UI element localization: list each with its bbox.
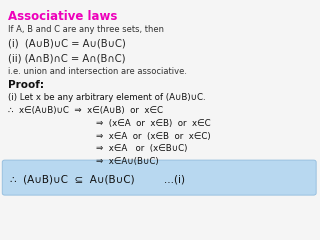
Text: i.e. union and intersection are associative.: i.e. union and intersection are associat…: [8, 67, 187, 76]
Text: ⇒  (x∈A  or  x∈B)  or  x∈C: ⇒ (x∈A or x∈B) or x∈C: [96, 119, 211, 128]
Text: ⇒  x∈A  or  (x∈B  or  x∈C): ⇒ x∈A or (x∈B or x∈C): [96, 132, 211, 140]
Text: (ii) (A∩B)∩C = A∩(B∩C): (ii) (A∩B)∩C = A∩(B∩C): [8, 53, 125, 63]
Text: If A, B and C are any three sets, then: If A, B and C are any three sets, then: [8, 25, 164, 34]
Text: ⇒  x∈A∪(B∪C): ⇒ x∈A∪(B∪C): [96, 157, 159, 166]
Text: Associative laws: Associative laws: [8, 10, 117, 23]
Text: (i) Let x be any arbitrary element of (A∪B)∪C.: (i) Let x be any arbitrary element of (A…: [8, 93, 206, 102]
Text: ⇒  x∈A   or  (x∈B∪C): ⇒ x∈A or (x∈B∪C): [96, 144, 188, 153]
Text: ∴  (A∪B)∪C  ⊆  A∪(B∪C)         ...(i): ∴ (A∪B)∪C ⊆ A∪(B∪C) ...(i): [10, 175, 185, 185]
Text: (i)  (A∪B)∪C = A∪(B∪C): (i) (A∪B)∪C = A∪(B∪C): [8, 39, 126, 49]
FancyBboxPatch shape: [2, 160, 316, 195]
Text: Proof:: Proof:: [8, 80, 44, 90]
Text: ∴  x∈(A∪B)∪C  ⇒  x∈(A∪B)  or  x∈C: ∴ x∈(A∪B)∪C ⇒ x∈(A∪B) or x∈C: [8, 106, 163, 115]
